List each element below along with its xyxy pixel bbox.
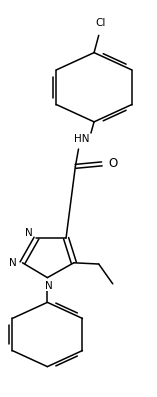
Text: HN: HN [74,134,89,144]
Text: N: N [25,228,33,238]
Text: N: N [9,258,17,268]
Text: N: N [45,281,53,291]
Text: O: O [108,157,117,170]
Text: Cl: Cl [95,18,106,28]
